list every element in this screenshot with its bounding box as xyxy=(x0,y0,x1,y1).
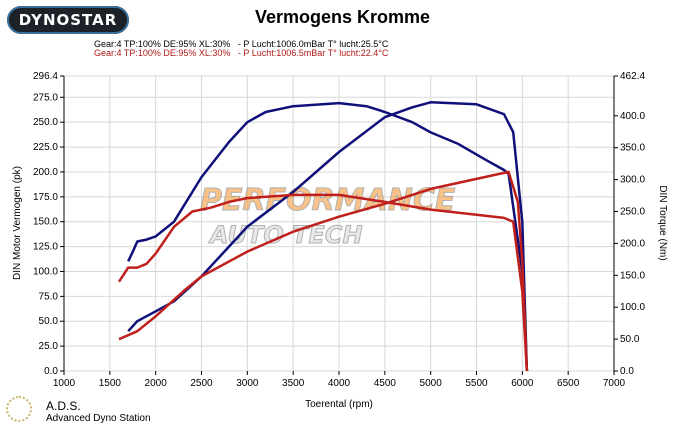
y2-tick-label: 0.0 xyxy=(620,366,634,377)
y-axis-label: DIN Motor Vermogen (pk) xyxy=(12,166,23,280)
y2-tick-label: 200.0 xyxy=(620,238,645,249)
x-tick-label: 4500 xyxy=(374,378,397,389)
x-tick-label: 2000 xyxy=(145,378,168,389)
y-tick-label: 296.4 xyxy=(33,71,58,82)
y-tick-label: 25.0 xyxy=(39,341,59,352)
y2-tick-label: 100.0 xyxy=(620,302,645,313)
x-tick-label: 6000 xyxy=(511,378,534,389)
x-axis-label: Toerental (rpm) xyxy=(305,399,373,410)
x-tick-label: 5000 xyxy=(420,378,443,389)
y2-tick-label: 462.4 xyxy=(620,71,645,82)
y-tick-label: 50.0 xyxy=(39,316,59,327)
x-tick-label: 4000 xyxy=(328,378,351,389)
x-tick-label: 1500 xyxy=(99,378,122,389)
y2-tick-label: 300.0 xyxy=(620,175,645,186)
y-tick-label: 75.0 xyxy=(39,291,59,302)
ads-subtitle: Advanced Dyno Station xyxy=(46,413,151,424)
y-tick-label: 0.0 xyxy=(44,366,58,377)
series xyxy=(117,101,529,372)
x-tick-label: 7000 xyxy=(603,378,626,389)
ads-title: A.D.S. xyxy=(46,399,81,413)
x-tick-label: 3000 xyxy=(236,378,259,389)
logo-text: DYNOSTAR xyxy=(18,11,118,29)
series-line-2 xyxy=(127,101,529,372)
x-tick-label: 1000 xyxy=(53,378,76,389)
x-tick-label: 6500 xyxy=(557,378,580,389)
y-tick-label: 250.0 xyxy=(33,117,58,128)
y2-tick-label: 150.0 xyxy=(620,270,645,281)
run1-info: Gear:4 TP:100% DE:95% XL:30% - P Lucht:1… xyxy=(94,39,389,49)
dynostar-logo: DYNOSTAR xyxy=(7,6,129,34)
y2-tick-label: 50.0 xyxy=(620,334,640,345)
x-tick-label: 3500 xyxy=(282,378,305,389)
y2-tick-label: 400.0 xyxy=(620,111,645,122)
y2-axis-label: DIN Torque (Nm) xyxy=(657,185,668,260)
y-tick-label: 125.0 xyxy=(33,242,58,253)
y-tick-label: 200.0 xyxy=(33,167,58,178)
x-tick-label: 2500 xyxy=(190,378,213,389)
watermark-line1: PERFORMANCE xyxy=(200,183,456,218)
axes: 1000 1500 2000 2500 3000 3500 4000 4500 5000 5500… xyxy=(33,71,645,389)
series-line-4 xyxy=(117,193,529,372)
chart-title: Vermogens Kromme xyxy=(254,7,431,27)
ads-logo-icon xyxy=(6,396,32,422)
y-tick-label: 150.0 xyxy=(33,217,58,228)
run2-info: Gear:4 TP:100% DE:95% XL:30% - P Lucht:1… xyxy=(94,48,389,58)
y-tick-label: 100.0 xyxy=(33,266,58,277)
x-tick-label: 5500 xyxy=(465,378,488,389)
y-tick-label: 275.0 xyxy=(33,92,58,103)
y2-tick-label: 350.0 xyxy=(620,143,645,154)
series-line-3 xyxy=(118,170,529,372)
y-tick-label: 175.0 xyxy=(33,192,58,203)
y-tick-label: 225.0 xyxy=(33,142,58,153)
y2-tick-label: 250.0 xyxy=(620,207,645,218)
